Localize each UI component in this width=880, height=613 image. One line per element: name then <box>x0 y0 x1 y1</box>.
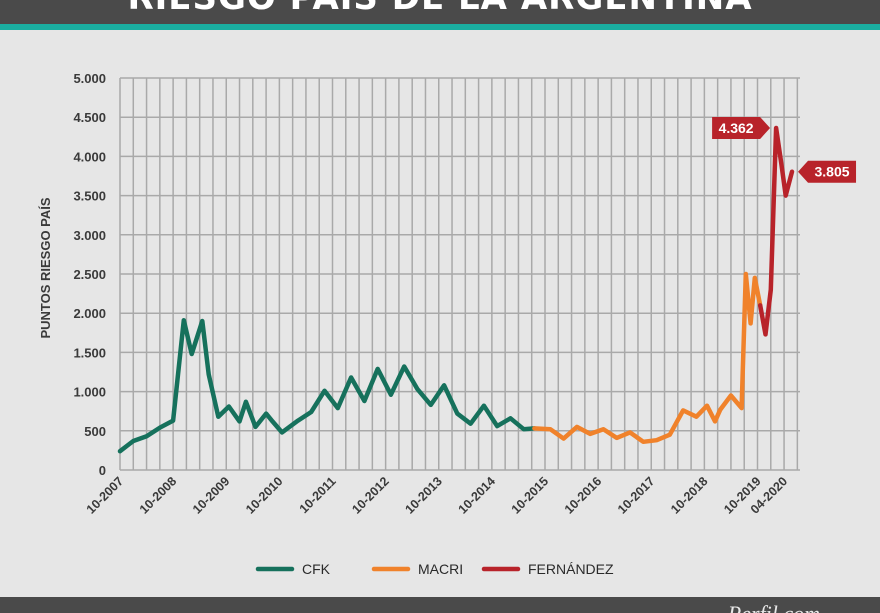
y-tick-label: 2.000 <box>73 306 106 321</box>
legend-item-macri: MACRI <box>371 561 463 577</box>
legend-label: CFK <box>302 561 331 577</box>
y-tick-label: 5.000 <box>73 71 106 86</box>
callout-box <box>798 160 857 183</box>
legend: CFK MACRI FERNÁNDEZ <box>255 561 614 577</box>
x-tick-label: 10-2011 <box>297 474 339 516</box>
header-accent-stripe <box>0 24 880 30</box>
y-tick-label: 0 <box>99 463 106 478</box>
x-tick-label: 10-2018 <box>668 474 710 516</box>
series-line-fernández <box>757 125 795 337</box>
riesgo-pais-line-chart: 0 500 1.000 1.500 2.000 2.500 3.000 3.500 4.000 4… <box>38 71 857 577</box>
y-tick-label: 1.000 <box>73 385 106 400</box>
annotations: 4.362 3.805 <box>712 117 857 183</box>
y-tick-label: 3.000 <box>73 228 106 243</box>
x-tick-label: 10-2014 <box>456 474 498 516</box>
legend-item-cfk: CFK <box>255 561 331 577</box>
grid <box>119 77 800 471</box>
y-tick-label: 500 <box>84 424 106 439</box>
callout-right: 3.805 <box>798 160 857 183</box>
callout-box <box>712 117 771 140</box>
series <box>117 125 795 454</box>
y-axis-label: PUNTOS RIESGO PAÍS <box>38 197 53 338</box>
callout-left: 4.362 <box>712 117 771 140</box>
x-tick-label: 10-2017 <box>615 474 657 516</box>
x-tick-label: 10-2012 <box>349 474 391 516</box>
legend-item-fernández: FERNÁNDEZ <box>481 561 614 577</box>
x-tick-label: 10-2013 <box>403 474 445 516</box>
y-tick-label: 4.500 <box>73 110 106 125</box>
x-axis-ticks: 10-2007 10-2008 10-2009 10-2010 10-2011 10-20… <box>84 474 790 516</box>
header-bar: RIESGO PAÍS DE LA ARGENTINA <box>0 0 880 24</box>
brand-logo: Perfil.com <box>728 601 820 613</box>
callout-label: 3.805 <box>815 164 850 180</box>
x-tick-label: 10-2010 <box>243 474 285 516</box>
x-tick-label: 10-2007 <box>84 474 126 516</box>
x-tick-label: 10-2008 <box>137 474 179 516</box>
legend-label: MACRI <box>418 561 463 577</box>
y-axis-ticks: 0 500 1.000 1.500 2.000 2.500 3.000 3.500 4.000 4… <box>73 71 106 478</box>
series-line-macri <box>532 271 763 445</box>
x-tick-label: 10-2016 <box>562 474 604 516</box>
y-tick-label: 2.500 <box>73 267 106 282</box>
legend-label: FERNÁNDEZ <box>528 561 614 577</box>
y-tick-label: 1.500 <box>73 345 106 360</box>
y-tick-label: 4.000 <box>73 149 106 164</box>
series-line-cfk <box>117 318 537 454</box>
footer-bar: Perfil.com <box>0 597 880 613</box>
callout-label: 4.362 <box>719 120 754 136</box>
x-tick-label: 10-2009 <box>190 474 232 516</box>
x-tick-label: 10-2015 <box>509 474 551 516</box>
page-title: RIESGO PAÍS DE LA ARGENTINA <box>0 0 880 18</box>
y-tick-label: 3.500 <box>73 189 106 204</box>
